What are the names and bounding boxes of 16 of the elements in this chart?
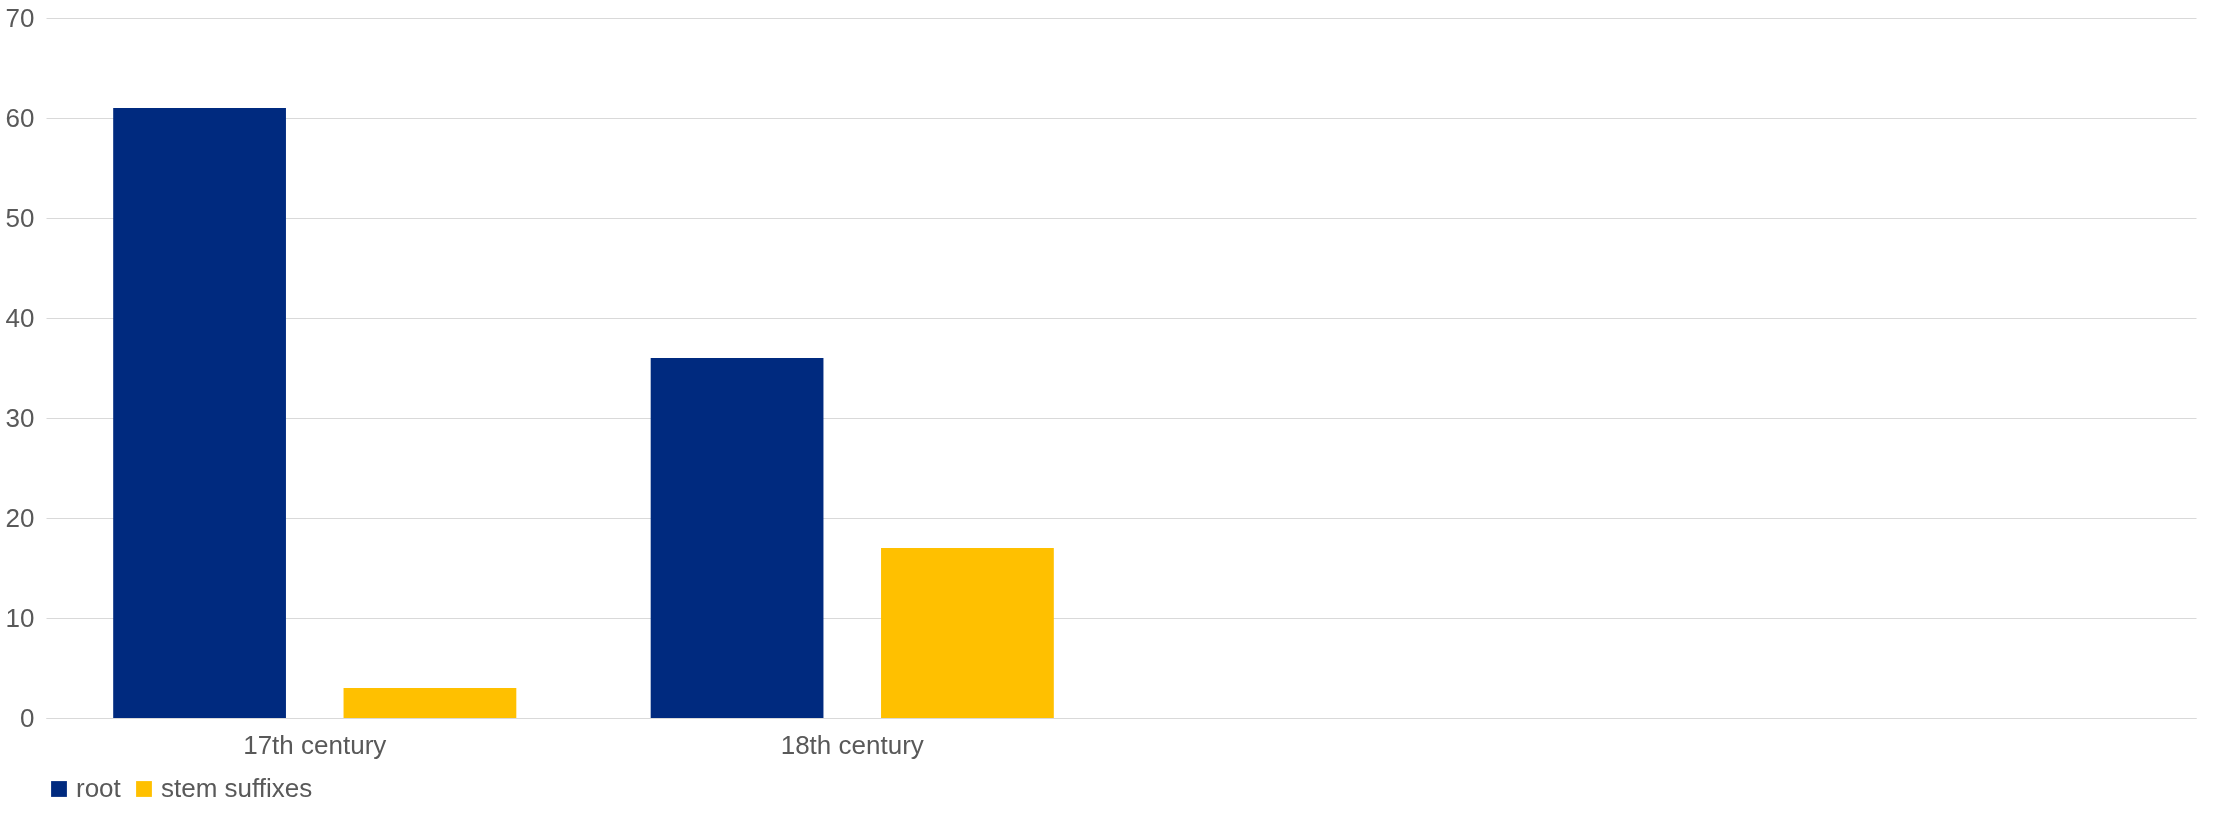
y-tick-label: 30 xyxy=(5,402,35,433)
legend-label: root xyxy=(76,773,122,803)
y-tick-label: 60 xyxy=(5,102,35,133)
x-tick-label: 18th century xyxy=(780,729,924,760)
y-tick-label: 70 xyxy=(5,2,35,33)
x-tick-label: 17th century xyxy=(243,729,387,760)
y-tick-label: 10 xyxy=(5,602,35,633)
bar xyxy=(343,688,517,718)
y-tick-label: 50 xyxy=(5,202,35,233)
legend-label: stem suffixes xyxy=(161,773,313,803)
bar xyxy=(650,358,824,718)
bar xyxy=(113,108,286,718)
y-tick-label: 20 xyxy=(5,502,35,533)
bar xyxy=(881,548,1054,718)
y-tick-label: 0 xyxy=(20,702,35,733)
y-tick-label: 40 xyxy=(5,302,35,333)
